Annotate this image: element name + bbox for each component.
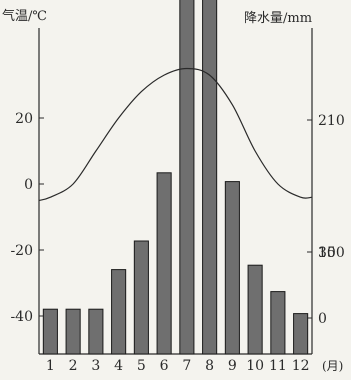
precipitation-bar xyxy=(179,0,195,355)
precipitation-bar xyxy=(247,264,263,355)
right-axis-title: 降水量/mm xyxy=(244,11,312,26)
precipitation-bar xyxy=(42,308,58,355)
precipitation-bar xyxy=(156,172,172,355)
precipitation-bar xyxy=(111,269,127,355)
x-tick-label: 9 xyxy=(228,358,237,374)
x-unit-label: (月) xyxy=(322,359,343,373)
left-tick-label: 20 xyxy=(15,111,33,127)
x-tick-label: 7 xyxy=(182,358,191,374)
left-tick-label: 0 xyxy=(24,177,33,193)
precipitation-bar xyxy=(224,181,240,355)
left-tick-label: -20 xyxy=(10,243,33,259)
x-tick-label: 8 xyxy=(205,358,214,374)
x-tick-label: 5 xyxy=(137,358,146,374)
precipitation-bar xyxy=(133,240,149,355)
precipitation-bar xyxy=(293,313,309,355)
precipitation-bar xyxy=(270,291,286,355)
x-tick-label: 10 xyxy=(246,358,264,374)
right-tick-label: 0 xyxy=(318,311,327,327)
x-tick-label: 11 xyxy=(269,358,287,374)
tick-labels: -40-20020030150210270123456789101112 xyxy=(10,111,345,374)
temperature-line xyxy=(38,67,313,202)
x-tick-label: 12 xyxy=(292,358,310,374)
right-tick-label: 150 xyxy=(318,245,345,261)
precipitation-bar xyxy=(65,308,81,355)
x-tick-label: 4 xyxy=(114,358,123,374)
right-tick-label: 210 xyxy=(318,113,345,129)
x-tick-label: 2 xyxy=(69,358,78,374)
precipitation-bars xyxy=(42,0,309,355)
x-tick-label: 1 xyxy=(46,358,55,374)
precipitation-bar xyxy=(202,0,218,355)
axis-labels: 气温/℃ 降水量/mm (月) xyxy=(2,8,343,373)
x-tick-label: 6 xyxy=(160,358,169,374)
precipitation-bar xyxy=(88,308,104,355)
left-axis-title: 气温/℃ xyxy=(2,8,47,24)
x-tick-label: 3 xyxy=(91,358,100,374)
right-tick-label: 30 xyxy=(318,245,336,261)
left-tick-label: -40 xyxy=(10,309,33,325)
